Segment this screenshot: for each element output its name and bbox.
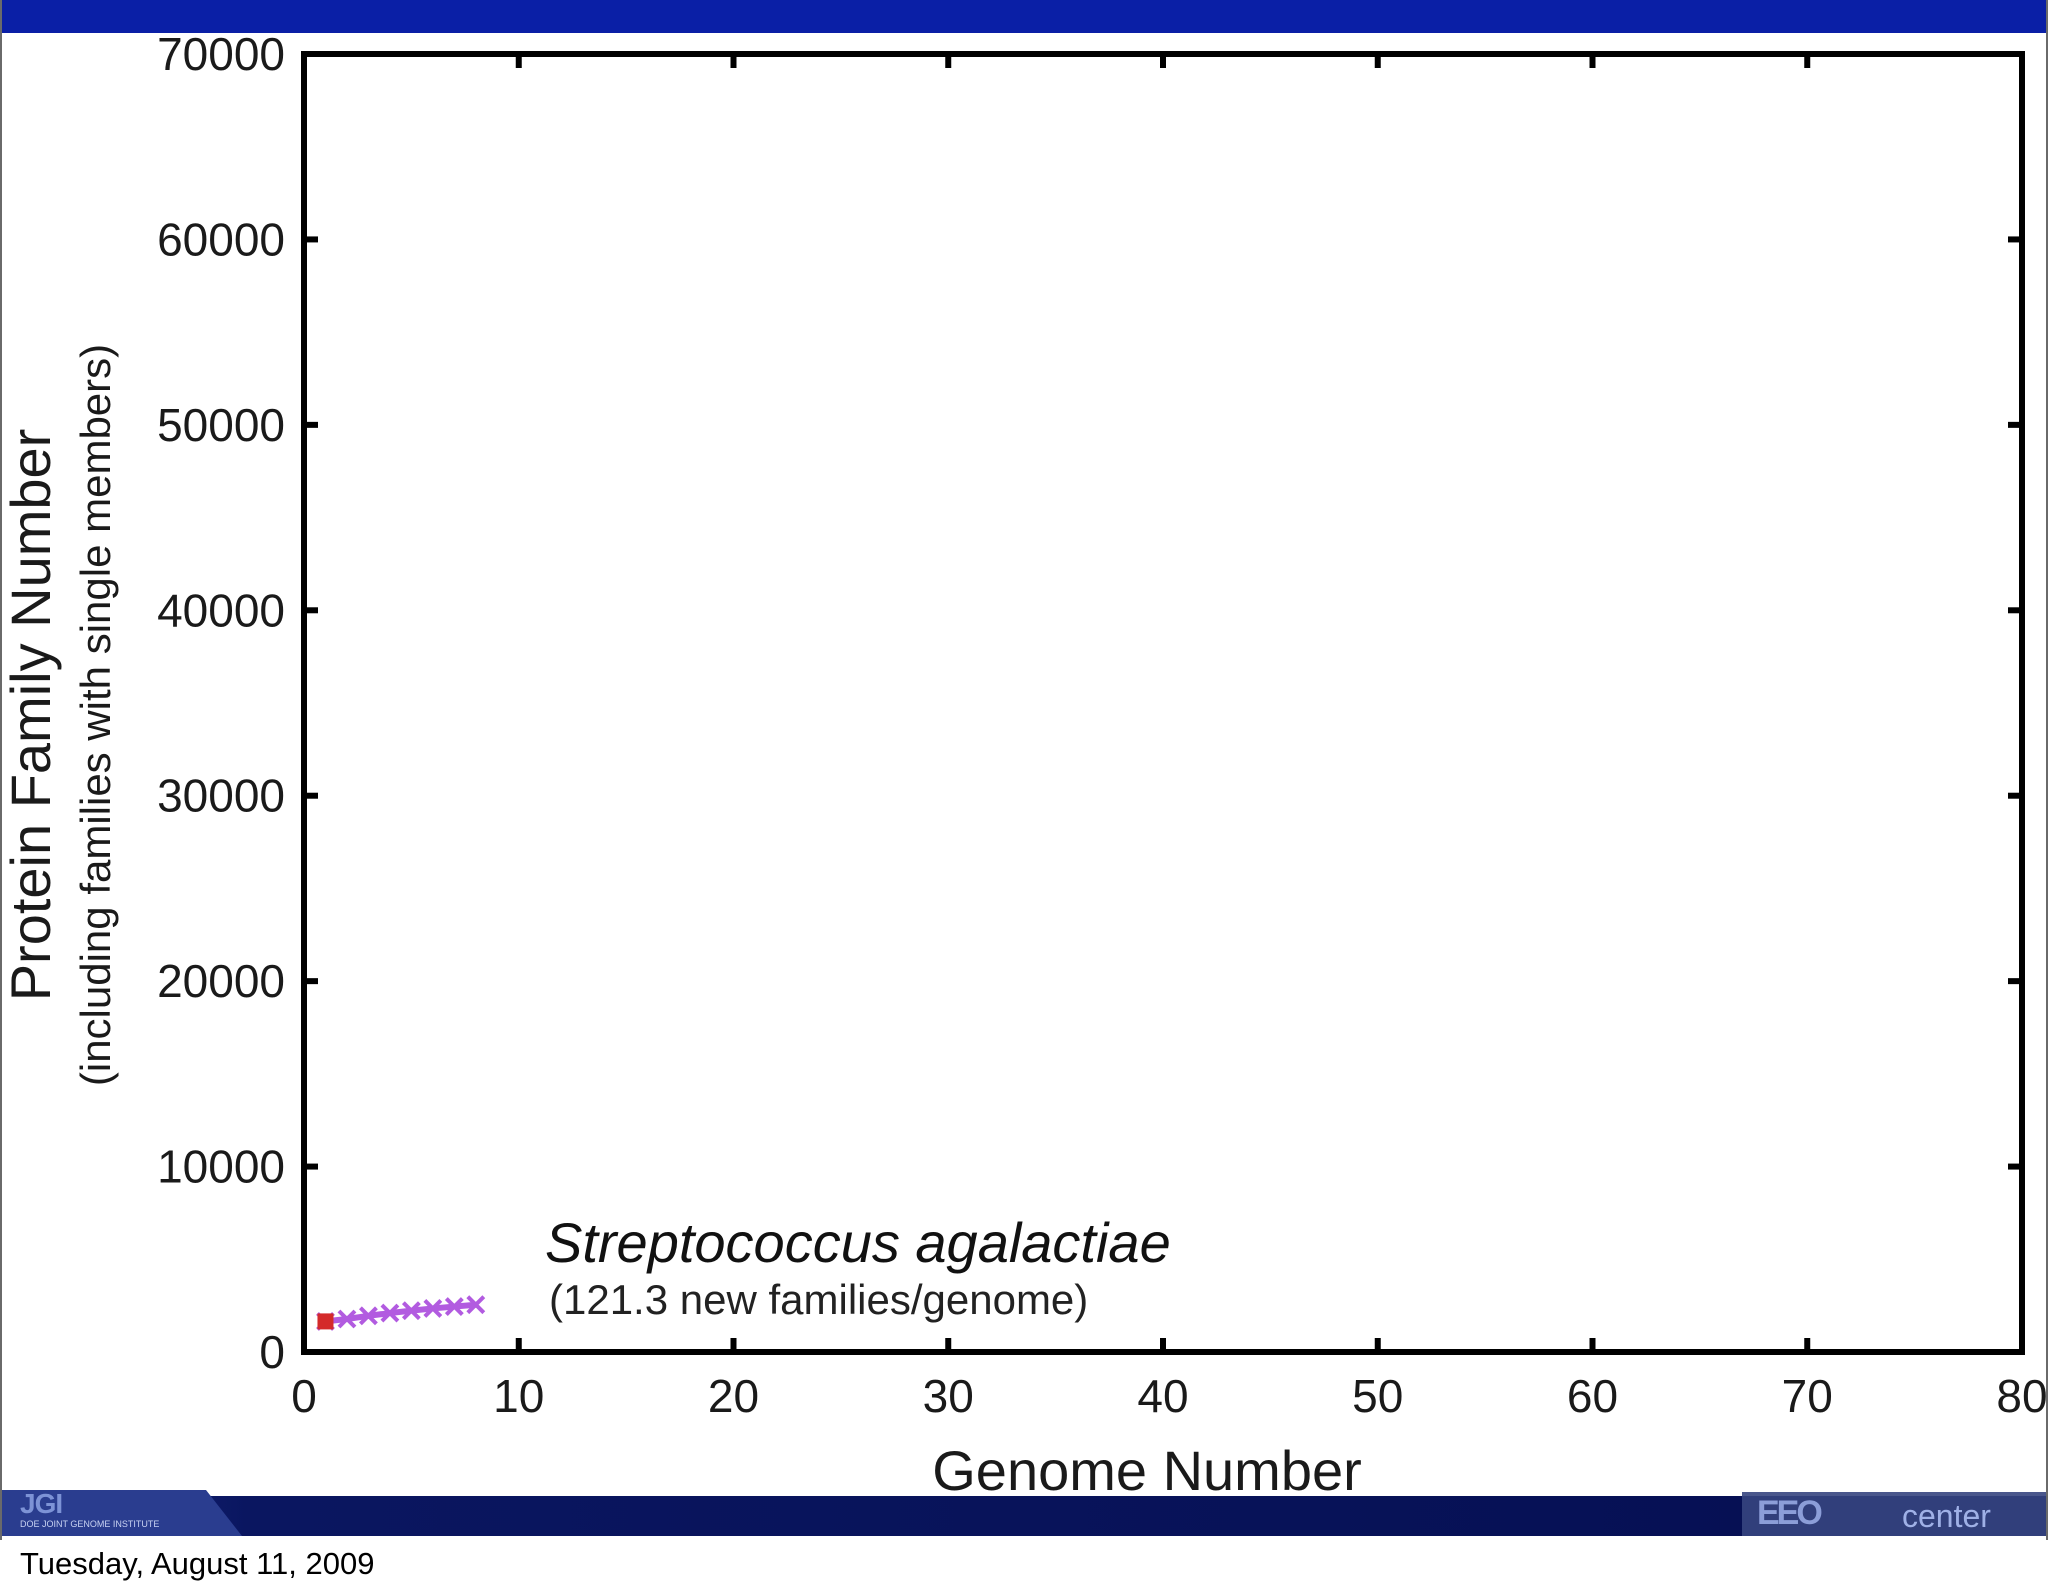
annotation-title: Streptococcus agalactiae <box>545 1211 1171 1274</box>
y-axis-sublabel: (including families with single members) <box>72 344 119 1086</box>
footer-bar <box>2 1496 2046 1536</box>
x-tick-label: 0 <box>291 1370 317 1422</box>
data-point <box>359 1306 378 1326</box>
y-tick-label: 70000 <box>157 28 285 80</box>
y-tick-label: 10000 <box>157 1141 285 1193</box>
top-bar <box>2 0 2046 33</box>
y-tick-label: 30000 <box>157 770 285 822</box>
center-logo-mark: EEO <box>1757 1494 1823 1532</box>
data-point <box>380 1303 400 1323</box>
y-tick-label: 60000 <box>157 213 285 265</box>
x-tick-label: 80 <box>1996 1370 2047 1422</box>
x-tick-label: 50 <box>1352 1370 1403 1422</box>
series-line <box>325 1301 477 1325</box>
y-tick-label: 40000 <box>157 584 285 636</box>
y-tick-label: 50000 <box>157 399 285 451</box>
slide: 0 10 20 30 40 50 60 70 80 0 10000 20000 30000 40000 50… <box>0 0 2048 1540</box>
data-point <box>337 1309 357 1329</box>
jgi-logo-mark: JGI <box>20 1488 63 1519</box>
center-logo-text: center <box>1902 1498 1991 1534</box>
protein-family-chart: 0 10 20 30 40 50 60 70 80 0 10000 20000 30000 40000 50… <box>2 28 2047 1502</box>
plot-frame <box>301 51 2025 1355</box>
data-point <box>444 1297 464 1316</box>
x-tick-label: 30 <box>923 1370 974 1422</box>
x-tick-label: 20 <box>708 1370 759 1422</box>
x-tick-label: 60 <box>1567 1370 1618 1422</box>
data-point <box>401 1301 421 1321</box>
annotation-subtitle: (121.3 new families/genome) <box>549 1276 1088 1323</box>
date-label: Tuesday, August 11, 2009 <box>20 1546 375 1581</box>
x-tick-label: 70 <box>1782 1370 1833 1422</box>
y-axis-label: Protein Family Number <box>2 429 62 1002</box>
x-tick-label: 40 <box>1137 1370 1188 1422</box>
data-point <box>466 1295 486 1315</box>
y-tick-label: 20000 <box>157 955 285 1007</box>
x-tick-label: 10 <box>493 1370 544 1422</box>
data-point <box>317 1313 334 1330</box>
jgi-logo-text: DOE JOINT GENOME INSTITUTE <box>20 1519 160 1529</box>
jgi-logo <box>2 1490 242 1536</box>
center-logo <box>1742 1492 2046 1536</box>
x-axis-label: Genome Number <box>932 1439 1362 1502</box>
y-tick-label: 0 <box>259 1326 285 1378</box>
data-point <box>423 1299 443 1318</box>
